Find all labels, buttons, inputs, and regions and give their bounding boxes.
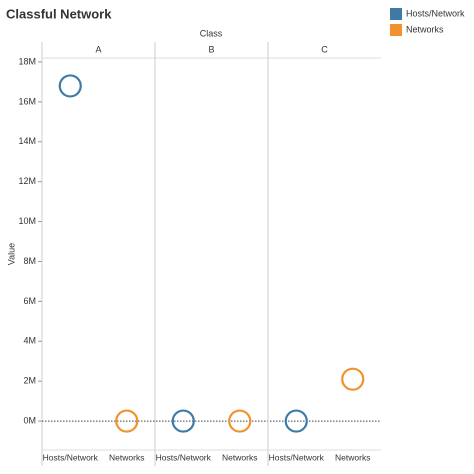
y-tick-label: 8M (23, 256, 36, 266)
facet-title: Class (200, 28, 223, 38)
facet-label: B (208, 44, 214, 54)
y-tick-label: 0M (23, 415, 36, 425)
x-tick-label: Hosts/Network (156, 452, 212, 462)
y-tick-label: 16M (18, 96, 36, 106)
y-tick-label: 10M (18, 216, 36, 226)
dot (58, 74, 82, 98)
y-tick-label: 2M (23, 376, 36, 386)
legend-swatch (390, 24, 402, 36)
y-tick-label: 4M (23, 336, 36, 346)
x-tick-label: Hosts/Network (269, 452, 325, 462)
facet-label: A (95, 44, 101, 54)
y-tick-label: 6M (23, 296, 36, 306)
x-tick-label: Networks (222, 452, 257, 462)
y-tick-label: 18M (18, 56, 36, 66)
dot (284, 409, 308, 433)
dot (341, 367, 365, 391)
facet-label: C (321, 44, 328, 54)
x-tick-label: Networks (109, 452, 144, 462)
dot (228, 409, 252, 433)
legend-label: Networks (406, 24, 444, 34)
y-axis-label: Value (6, 243, 16, 265)
dot (115, 409, 139, 433)
y-tick-label: 14M (18, 136, 36, 146)
x-tick-label: Networks (335, 452, 370, 462)
chart-title: Classful Network (6, 6, 112, 21)
legend-label: Hosts/Network (406, 8, 465, 18)
x-tick-label: Hosts/Network (43, 452, 99, 462)
legend-swatch (390, 8, 402, 20)
y-tick-label: 12M (18, 176, 36, 186)
dot (171, 409, 195, 433)
